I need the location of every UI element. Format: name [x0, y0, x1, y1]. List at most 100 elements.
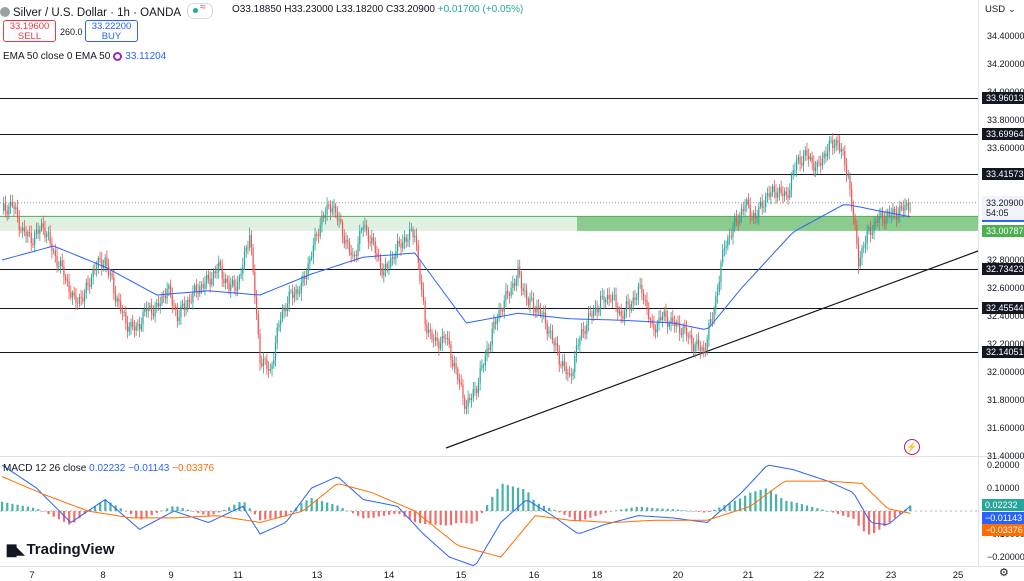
- time-tick-label: 16: [529, 570, 540, 581]
- candle-body: [601, 295, 603, 297]
- macd-histogram-bar: [6, 502, 9, 511]
- tradingview-logo[interactable]: ▇◣ TradingView: [7, 541, 115, 558]
- indicator-settings-icon[interactable]: [113, 52, 123, 61]
- candle-body: [486, 348, 488, 356]
- candle-body: [871, 232, 873, 235]
- candle-body: [132, 321, 134, 328]
- candle-body: [544, 312, 547, 324]
- candle-body: [240, 273, 242, 277]
- candle-body: [899, 205, 901, 215]
- candle-body: [500, 310, 502, 311]
- candle-body: [698, 339, 700, 348]
- gear-icon[interactable]: ⚙: [999, 567, 1009, 579]
- candle-body: [333, 205, 335, 209]
- sell-button[interactable]: 33.19600 SELL: [3, 20, 56, 42]
- macd-histogram-bar: [367, 511, 370, 519]
- macd-histogram-bar: [279, 511, 282, 518]
- candle-body: [496, 318, 498, 324]
- macd-histogram-bar: [222, 509, 226, 511]
- candle-body: [85, 282, 87, 294]
- candle-body: [326, 204, 328, 215]
- candle-body: [725, 246, 727, 249]
- candle-body: [271, 364, 273, 369]
- candle-body: [111, 273, 113, 278]
- candle-body: [682, 326, 684, 335]
- ema-legend[interactable]: EMA 50 close 0 EMA 50 33.11204: [3, 51, 166, 62]
- macd-histogram-bar: [713, 509, 716, 511]
- candle-body: [281, 311, 283, 320]
- candle-body: [462, 384, 464, 398]
- macd-histogram-bar: [718, 507, 721, 511]
- macd-histogram-bar: [491, 496, 494, 511]
- candle-body: [433, 339, 435, 341]
- price-axis: 31.40000 31.60000 31.80000 32.00000 32.20000…: [987, 31, 1024, 562]
- zone-price-label: 33.00787: [986, 226, 1024, 236]
- macd-histogram-bar: [785, 500, 788, 511]
- candle-body: [149, 305, 151, 308]
- macd-histogram-bar: [501, 483, 504, 511]
- candle-body: [421, 281, 423, 290]
- candle-body: [288, 291, 290, 305]
- candle-body: [276, 327, 278, 343]
- macd-histogram-bar: [362, 511, 365, 519]
- candle-body: [854, 217, 856, 225]
- macd-histogram-bar: [620, 509, 623, 511]
- candle-body: [245, 247, 247, 252]
- candle-body: [553, 340, 555, 346]
- candle-body: [634, 297, 636, 301]
- candle-body: [372, 237, 375, 242]
- candle-body: [49, 232, 51, 244]
- candle-body: [11, 201, 13, 206]
- candle-body: [663, 311, 665, 317]
- bolt-icon[interactable]: ⚡: [904, 439, 920, 455]
- market-status-icon[interactable]: [187, 2, 214, 19]
- candle-body: [231, 279, 234, 285]
- macd-histogram-bar: [160, 510, 164, 512]
- tradingview-logo-text: TradingView: [26, 541, 115, 558]
- candle-body: [185, 307, 187, 310]
- candle-body: [441, 335, 443, 344]
- candle-body: [188, 299, 191, 302]
- macd-histogram-bar: [305, 500, 308, 511]
- candle-body: [403, 237, 406, 243]
- candle-body: [61, 260, 63, 267]
- candle-body: [364, 225, 366, 228]
- candle-body: [113, 277, 115, 293]
- candle-body: [173, 305, 175, 307]
- macd-histogram-bar: [202, 511, 205, 515]
- buy-button[interactable]: 33.22200 BUY: [85, 20, 138, 42]
- symbol-title[interactable]: Silver / U.S. Dollar · 1h · OANDA: [0, 2, 214, 19]
- candle-body: [680, 333, 682, 335]
- candle-body: [226, 278, 228, 283]
- macd-histogram-bar: [62, 511, 66, 522]
- macd-legend-signal: −0.01143: [128, 463, 170, 474]
- macd-last-bg-0: [982, 499, 1024, 511]
- candle-body: [548, 331, 550, 334]
- candle-body: [734, 217, 736, 227]
- macd-histogram-bar: [346, 510, 349, 512]
- candle-body: [723, 248, 725, 251]
- candle-body: [214, 271, 216, 273]
- price-tick-label: 32.00000: [987, 367, 1024, 377]
- candle-body: [503, 300, 505, 312]
- candle-body: [797, 157, 799, 161]
- macd-histogram-bar: [625, 508, 628, 511]
- currency-selector[interactable]: USD: [985, 4, 1016, 15]
- candle-body: [784, 191, 786, 197]
- candle-body: [259, 334, 261, 364]
- macd-histogram-bar: [382, 511, 386, 516]
- candle-body: [569, 373, 571, 375]
- candle-body: [295, 289, 297, 295]
- candle-body: [109, 273, 111, 275]
- candle-body: [197, 291, 199, 294]
- macd-histogram-bar: [47, 511, 50, 515]
- candle-body: [59, 260, 62, 267]
- macd-histogram-bar: [733, 500, 736, 511]
- candle-body: [96, 267, 98, 271]
- candle-body: [168, 285, 170, 289]
- candle-body: [599, 296, 602, 309]
- ohlc-values: O33.18850 H33.23000 L33.18200 C33.20900: [232, 4, 435, 15]
- macd-histogram-bar: [707, 511, 711, 513]
- macd-legend[interactable]: MACD 12 26 close 0.02232 −0.01143 −0.033…: [3, 463, 214, 474]
